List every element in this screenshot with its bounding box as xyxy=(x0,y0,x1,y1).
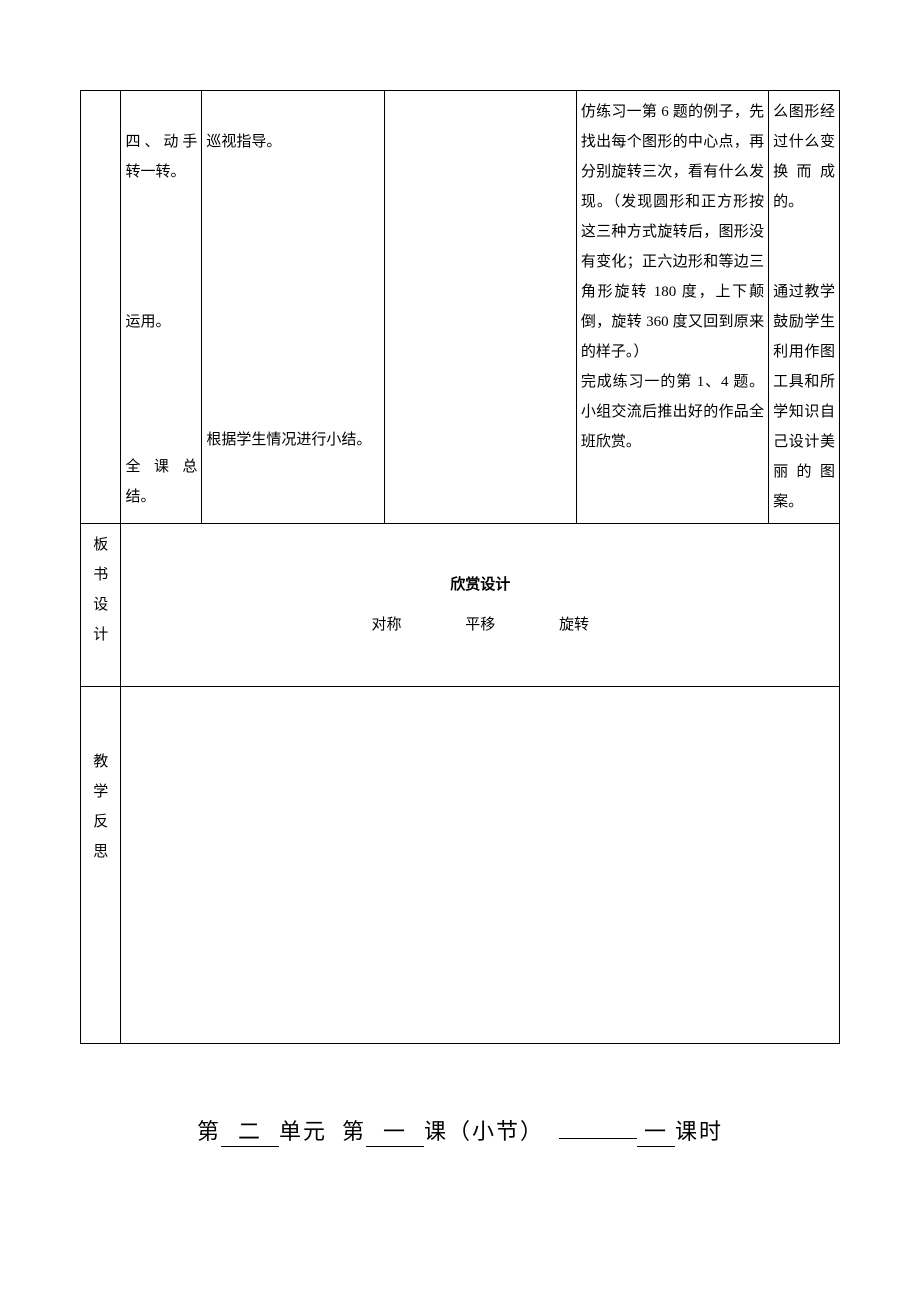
cell-a1 xyxy=(81,91,121,524)
board-item-1: 对称 xyxy=(371,617,401,633)
cell-f1: 么图形经过什么变换而成的。 通过教学鼓励学生利用作图工具和所学知识自己设计美丽的… xyxy=(769,91,840,524)
teacher-action-1: 巡视指导。 xyxy=(206,127,379,157)
lesson-plan-table: 四、动手转一转。 运用。 全课总结。 巡视指导。 根据学生情况进行小结。 仿练习… xyxy=(80,90,840,1044)
cell-c1: 巡视指导。 根据学生情况进行小结。 xyxy=(202,91,384,524)
reflection-content xyxy=(121,687,840,1044)
board-design-label: 板 书 设 计 xyxy=(81,524,121,687)
board-item-2: 平移 xyxy=(465,617,495,633)
footer-lesson-num: 一 xyxy=(366,1114,424,1147)
content-row: 四、动手转一转。 运用。 全课总结。 巡视指导。 根据学生情况进行小结。 仿练习… xyxy=(81,91,840,524)
footer-t5: 课时 xyxy=(675,1119,723,1144)
board-design-content: 欣赏设计 对称 平移 旋转 xyxy=(121,524,840,687)
student-activity-1: 仿练习一第 6 题的例子，先找出每个图形的中心点，再分别旋转三次，看有什么发现。… xyxy=(581,97,764,367)
board-design-row: 板 书 设 计 欣赏设计 对称 平移 旋转 xyxy=(81,524,840,687)
cell-d1 xyxy=(384,91,576,524)
footer-t1: 第 xyxy=(197,1119,221,1144)
step-summary-label: 全课总结。 xyxy=(125,452,197,512)
intent-2: 通过教学鼓励学生利用作图工具和所学知识自己设计美丽的图案。 xyxy=(773,277,835,517)
reflection-label: 教 学 反 思 xyxy=(81,687,121,1044)
unit-lesson-footer: 第二单元 第一课（小节） 一课时 xyxy=(80,1114,840,1147)
footer-unit-num: 二 xyxy=(221,1114,279,1147)
intent-1: 么图形经过什么变换而成的。 xyxy=(773,97,835,217)
footer-t2: 单元 xyxy=(279,1119,327,1144)
step-4-label: 四、动手转一转。 xyxy=(125,127,197,187)
cell-b1: 四、动手转一转。 运用。 全课总结。 xyxy=(121,91,202,524)
footer-period-num: 一 xyxy=(637,1114,675,1147)
footer-t3: 第 xyxy=(342,1119,366,1144)
teacher-action-2: 根据学生情况进行小结。 xyxy=(206,425,379,455)
board-items: 对称 平移 旋转 xyxy=(125,610,835,640)
step-apply-label: 运用。 xyxy=(125,307,197,337)
footer-t4: 课（小节） xyxy=(424,1119,544,1144)
footer-period-blank xyxy=(559,1138,637,1139)
cell-e1: 仿练习一第 6 题的例子，先找出每个图形的中心点，再分别旋转三次，看有什么发现。… xyxy=(576,91,768,524)
board-title: 欣赏设计 xyxy=(125,570,835,600)
reflection-row: 教 学 反 思 xyxy=(81,687,840,1044)
document-page: 四、动手转一转。 运用。 全课总结。 巡视指导。 根据学生情况进行小结。 仿练习… xyxy=(0,0,920,1302)
board-item-3: 旋转 xyxy=(559,617,589,633)
student-activity-2: 完成练习一的第 1、4 题。小组交流后推出好的作品全班欣赏。 xyxy=(581,367,764,457)
